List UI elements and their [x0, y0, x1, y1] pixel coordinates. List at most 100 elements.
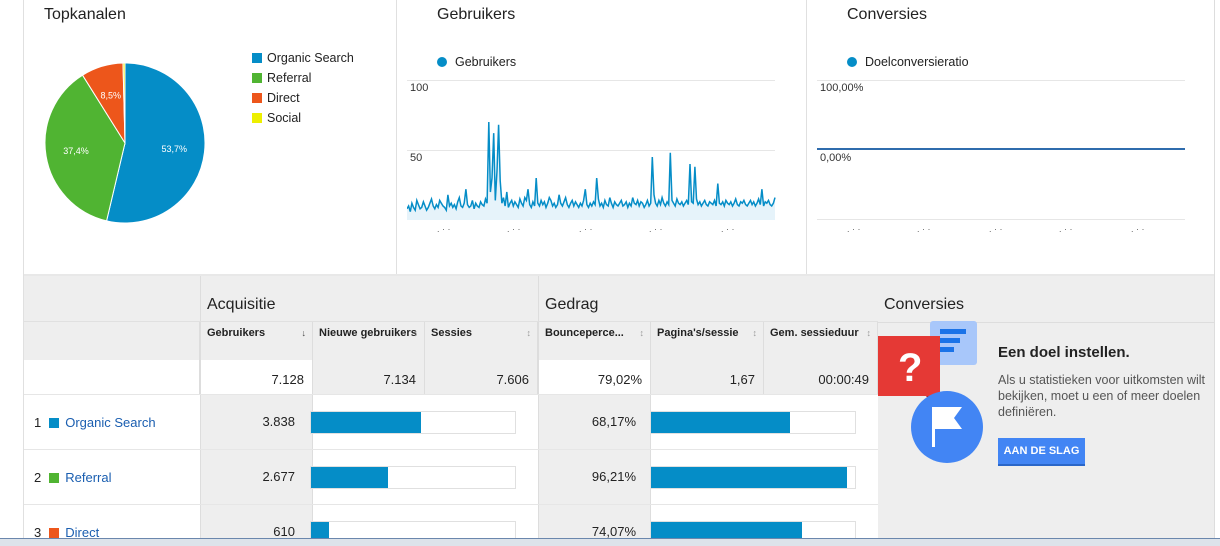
total-gem-sessieduur: 00:00:49 — [764, 360, 878, 394]
legend-referral[interactable]: Referral — [252, 71, 311, 85]
col-label: Gebruikers — [207, 327, 266, 339]
col-header-paginas-sessie[interactable]: Pagina's/sessie ↕ — [651, 322, 764, 360]
conversies-column: Conversies ? Een doel instellen. Als u s… — [878, 276, 1214, 538]
group-title: Conversies — [884, 296, 965, 313]
row-label[interactable]: 2 Referral — [34, 470, 111, 485]
legend-swatch — [252, 53, 262, 63]
bounce-value: 68,17% — [591, 414, 636, 429]
new-users-bar — [310, 521, 516, 538]
group-title: Acquisitie — [207, 296, 276, 313]
bounce-bar — [650, 466, 856, 489]
bounce-bar — [650, 411, 856, 434]
col-label: Nieuwe gebruikers — [319, 327, 417, 339]
col-header-gem-sessieduur[interactable]: Gem. sessieduur ↕ — [764, 322, 878, 360]
new-users-bar — [310, 466, 516, 489]
conversion-line[interactable] — [817, 148, 1185, 150]
legend-swatch — [252, 93, 262, 103]
users-cell — [200, 395, 313, 450]
bounce-cell — [538, 505, 651, 538]
users-cell — [200, 450, 313, 505]
sort-icon: ↕ — [752, 328, 758, 338]
total-sessies: 7.606 — [425, 360, 538, 394]
bounce-value: 96,21% — [591, 469, 636, 484]
col-label: Sessies — [431, 327, 472, 339]
bar-fill — [311, 522, 329, 538]
promo-heading: Een doel instellen. — [998, 344, 1130, 361]
legend-label: Referral — [267, 71, 312, 85]
bounce-cell — [538, 395, 651, 450]
pie-slice-label: 8,5% — [100, 91, 121, 101]
total-gebruikers: 7.128 — [200, 360, 313, 394]
gridline — [407, 150, 775, 151]
pie-chart[interactable]: 53,7% 37,4% 8,5% — [40, 58, 210, 228]
channel-link[interactable]: Referral — [65, 470, 112, 485]
col-label: Gem. sessieduur — [770, 327, 859, 339]
row-index: 3 — [34, 525, 42, 538]
channel-swatch — [49, 472, 60, 483]
topkanalen-panel: Topkanalen 53,7% 37,4% 8,5% Organic Search… — [24, 0, 397, 274]
new-users-bar — [310, 411, 516, 434]
y-axis-label: 100,00% — [820, 82, 864, 94]
users-series-line[interactable] — [407, 121, 776, 213]
group-title: Gedrag — [545, 296, 599, 313]
bar-fill — [311, 467, 388, 488]
legend-label: Gebruikers — [455, 55, 517, 69]
legend-dot — [847, 57, 857, 67]
table-row: 2 Referral 2.677 96,21% — [24, 449, 878, 505]
channel-swatch — [49, 527, 60, 538]
x-tick: . · · — [437, 224, 451, 234]
legend-label: Social — [267, 111, 302, 125]
users-line-chart[interactable] — [407, 75, 777, 220]
row-label[interactable]: 1 Organic Search — [34, 415, 156, 430]
legend-direct[interactable]: Direct — [252, 91, 300, 105]
gebruikers-panel: Gebruikers Gebruikers 100 50 . · · . · ·… — [397, 0, 807, 274]
divider — [878, 322, 1214, 323]
gridline — [817, 219, 1185, 220]
sort-icon: ↕ — [639, 328, 645, 338]
pie-slice-organic-search[interactable] — [105, 62, 206, 224]
totals-blank — [24, 360, 200, 394]
col-label: Pagina's/sessie — [657, 327, 739, 339]
row-index: 1 — [34, 415, 42, 430]
conversies-chart-panel: Conversies Doelconversieratio 100,00% 0,… — [807, 0, 1214, 274]
legend-label: Direct — [267, 91, 300, 105]
channel-link[interactable]: Direct — [65, 525, 100, 538]
users-value: 2.677 — [262, 469, 295, 484]
legend-gebruikers[interactable]: Gebruikers — [437, 55, 516, 69]
svg-text:?: ? — [898, 346, 922, 390]
sort-icon: ↕ — [526, 328, 532, 338]
y-axis-label: 50 — [410, 152, 423, 164]
get-started-button[interactable]: AAN DE SLAG — [998, 438, 1085, 466]
legend-label: Doelconversieratio — [865, 55, 969, 69]
table-row: 1 Organic Search 3.838 68,17% — [24, 394, 878, 450]
channel-link[interactable]: Organic Search — [65, 415, 156, 430]
legend-dot — [437, 57, 447, 67]
legend-swatch — [252, 113, 262, 123]
col-header-sessies[interactable]: Sessies ↕ — [425, 322, 538, 360]
users-value: 610 — [273, 524, 295, 538]
bottom-border — [0, 538, 1220, 546]
legend-social[interactable]: Social — [252, 111, 301, 125]
x-tick: . · · — [721, 224, 735, 234]
legend-organic-search[interactable]: Organic Search — [252, 51, 354, 65]
sort-icon: ↕ — [413, 328, 419, 338]
gridline — [407, 80, 775, 81]
bar-fill — [311, 412, 421, 433]
col-header-gebruikers[interactable]: Gebruikers ↓ — [200, 322, 313, 360]
bounce-cell — [538, 450, 651, 505]
bar-fill — [651, 522, 803, 538]
pie-slice-label: 37,4% — [63, 146, 89, 156]
row-label[interactable]: 3 Direct — [34, 525, 99, 538]
pie-slice-social[interactable] — [122, 62, 126, 144]
col-header-blank — [24, 322, 200, 360]
group-header-acquisitie: Acquisitie — [200, 276, 538, 322]
legend-doelconversieratio[interactable]: Doelconversieratio — [847, 55, 969, 69]
users-value: 3.838 — [262, 414, 295, 429]
left-gutter — [0, 0, 24, 546]
table-row: 3 Direct 610 74,07% — [24, 504, 878, 538]
channels-table: Acquisitie Gedrag Gebruikers ↓ Nieuwe geb… — [24, 276, 878, 538]
x-tick: . · · — [847, 224, 861, 234]
col-header-bouncepercentage[interactable]: Bounceperce... ↕ — [538, 322, 651, 360]
sort-icon: ↕ — [866, 328, 872, 338]
col-header-nieuwe-gebruikers[interactable]: Nieuwe gebruikers ↕ — [313, 322, 425, 360]
